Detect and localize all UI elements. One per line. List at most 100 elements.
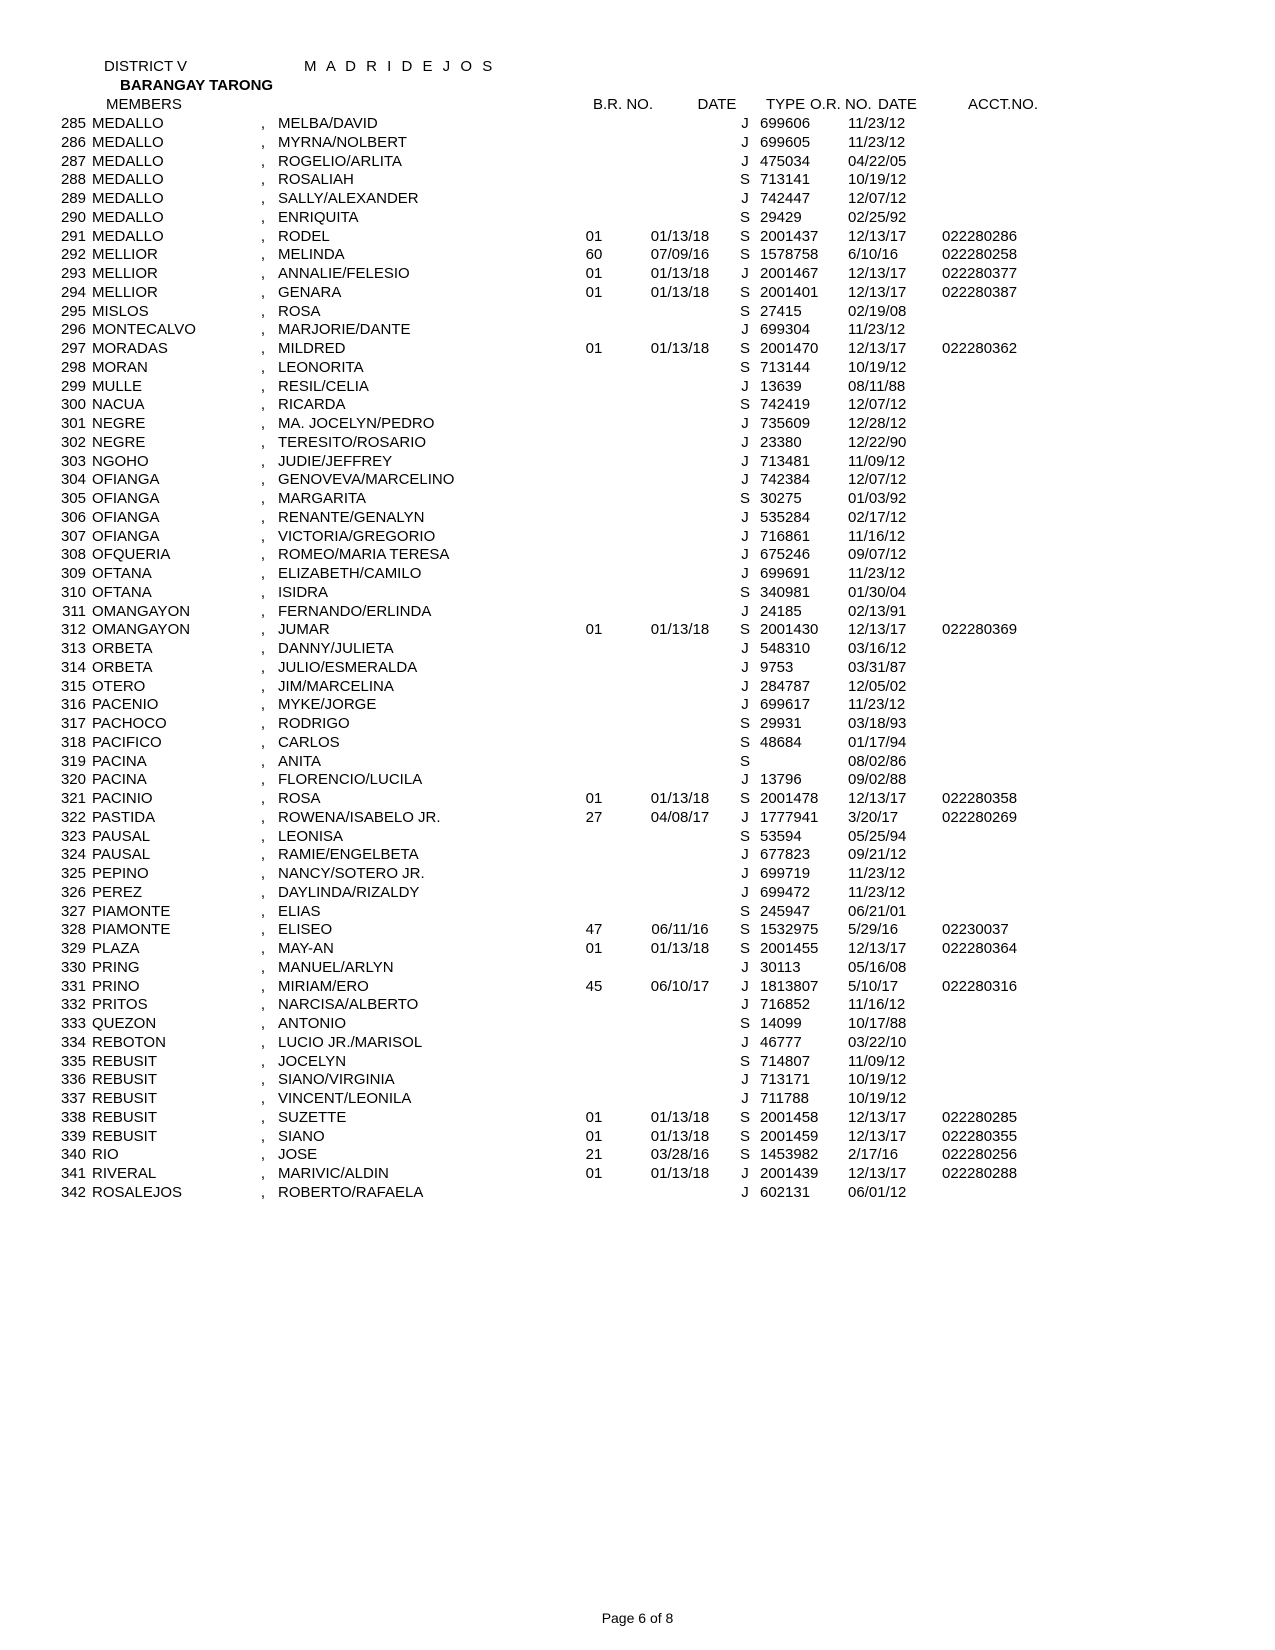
br-no — [558, 865, 630, 884]
acct-no — [942, 190, 1052, 209]
or-date: 11/23/12 — [848, 134, 942, 153]
row-num: 298 — [52, 359, 92, 378]
comma: , — [248, 453, 278, 472]
br-date — [630, 996, 730, 1015]
or-no: 53594 — [760, 828, 848, 847]
table-row: 331PRINO,MIRIAM/ERO4506/10/17J18138075/1… — [52, 978, 1185, 997]
acct-no — [942, 303, 1052, 322]
acct-no: 022280288 — [942, 1165, 1052, 1184]
comma: , — [248, 884, 278, 903]
br-no — [558, 359, 630, 378]
comma: , — [248, 209, 278, 228]
acct-no — [942, 359, 1052, 378]
acct-no — [942, 321, 1052, 340]
acct-no — [942, 171, 1052, 190]
comma: , — [248, 640, 278, 659]
comma: , — [248, 471, 278, 490]
or-no: 48684 — [760, 734, 848, 753]
type: S — [730, 828, 760, 847]
surname: MISLOS — [92, 303, 248, 322]
given-name: LEONISA — [278, 828, 558, 847]
or-no: 699605 — [760, 134, 848, 153]
row-num: 309 — [52, 565, 92, 584]
row-num: 322 — [52, 809, 92, 828]
row-num: 325 — [52, 865, 92, 884]
table-row: 309OFTANA,ELIZABETH/CAMILOJ69969111/23/1… — [52, 565, 1185, 584]
row-num: 297 — [52, 340, 92, 359]
br-date — [630, 846, 730, 865]
acct-no — [942, 546, 1052, 565]
or-no: 742419 — [760, 396, 848, 415]
table-row: 324PAUSAL,RAMIE/ENGELBETAJ67782309/21/12 — [52, 846, 1185, 865]
br-no — [558, 378, 630, 397]
acct-no — [942, 828, 1052, 847]
br-date — [630, 378, 730, 397]
surname: PEPINO — [92, 865, 248, 884]
table-row: 341RIVERAL,MARIVIC/ALDIN0101/13/18J20014… — [52, 1165, 1185, 1184]
given-name: MAY-AN — [278, 940, 558, 959]
table-row: 335REBUSIT,JOCELYNS71480711/09/12 — [52, 1053, 1185, 1072]
type: S — [730, 1053, 760, 1072]
given-name: LUCIO JR./MARISOL — [278, 1034, 558, 1053]
row-num: 339 — [52, 1128, 92, 1147]
surname: PACHOCO — [92, 715, 248, 734]
acct-no — [942, 640, 1052, 659]
or-date: 01/03/92 — [848, 490, 942, 509]
type: J — [730, 959, 760, 978]
or-date: 12/13/17 — [848, 284, 942, 303]
or-no: 735609 — [760, 415, 848, 434]
page-footer: Page 6 of 8 — [0, 1610, 1275, 1626]
comma: , — [248, 621, 278, 640]
surname: REBUSIT — [92, 1053, 248, 1072]
row-num: 331 — [52, 978, 92, 997]
or-date: 10/19/12 — [848, 1071, 942, 1090]
br-no: 45 — [558, 978, 630, 997]
col-date: DATE — [668, 96, 766, 113]
row-num: 312 — [52, 621, 92, 640]
given-name: ROMEO/MARIA TERESA — [278, 546, 558, 565]
br-date — [630, 603, 730, 622]
or-date: 12/13/17 — [848, 265, 942, 284]
type: J — [730, 321, 760, 340]
or-no: 2001470 — [760, 340, 848, 359]
acct-no — [942, 865, 1052, 884]
row-num: 286 — [52, 134, 92, 153]
given-name: FERNANDO/ERLINDA — [278, 603, 558, 622]
given-name: RAMIE/ENGELBETA — [278, 846, 558, 865]
comma: , — [248, 771, 278, 790]
br-no — [558, 453, 630, 472]
type: S — [730, 734, 760, 753]
br-no — [558, 115, 630, 134]
or-date: 03/16/12 — [848, 640, 942, 659]
or-no: 699719 — [760, 865, 848, 884]
type: S — [730, 490, 760, 509]
table-row: 291MEDALLO,RODEL0101/13/18S200143712/13/… — [52, 228, 1185, 247]
or-date: 12/13/17 — [848, 621, 942, 640]
surname: OFQUERIA — [92, 546, 248, 565]
table-row: 293MELLIOR,ANNALIE/FELESIO0101/13/18J200… — [52, 265, 1185, 284]
given-name: JOCELYN — [278, 1053, 558, 1072]
given-name: ROSALIAH — [278, 171, 558, 190]
or-no: 2001458 — [760, 1109, 848, 1128]
given-name: MELBA/DAVID — [278, 115, 558, 134]
br-date: 06/10/17 — [630, 978, 730, 997]
br-no — [558, 640, 630, 659]
br-date — [630, 171, 730, 190]
or-no: 716861 — [760, 528, 848, 547]
surname: OFTANA — [92, 584, 248, 603]
br-no — [558, 321, 630, 340]
type: J — [730, 509, 760, 528]
table-row: 295MISLOS,ROSAS2741502/19/08 — [52, 303, 1185, 322]
table-row: 287MEDALLO,ROGELIO/ARLITAJ47503404/22/05 — [52, 153, 1185, 172]
or-date: 11/23/12 — [848, 884, 942, 903]
br-date — [630, 1071, 730, 1090]
comma: , — [248, 734, 278, 753]
type: J — [730, 434, 760, 453]
comma: , — [248, 490, 278, 509]
br-no: 21 — [558, 1146, 630, 1165]
br-date — [630, 471, 730, 490]
type: J — [730, 546, 760, 565]
table-row: 297MORADAS,MILDRED0101/13/18S200147012/1… — [52, 340, 1185, 359]
or-no: 535284 — [760, 509, 848, 528]
br-no — [558, 903, 630, 922]
